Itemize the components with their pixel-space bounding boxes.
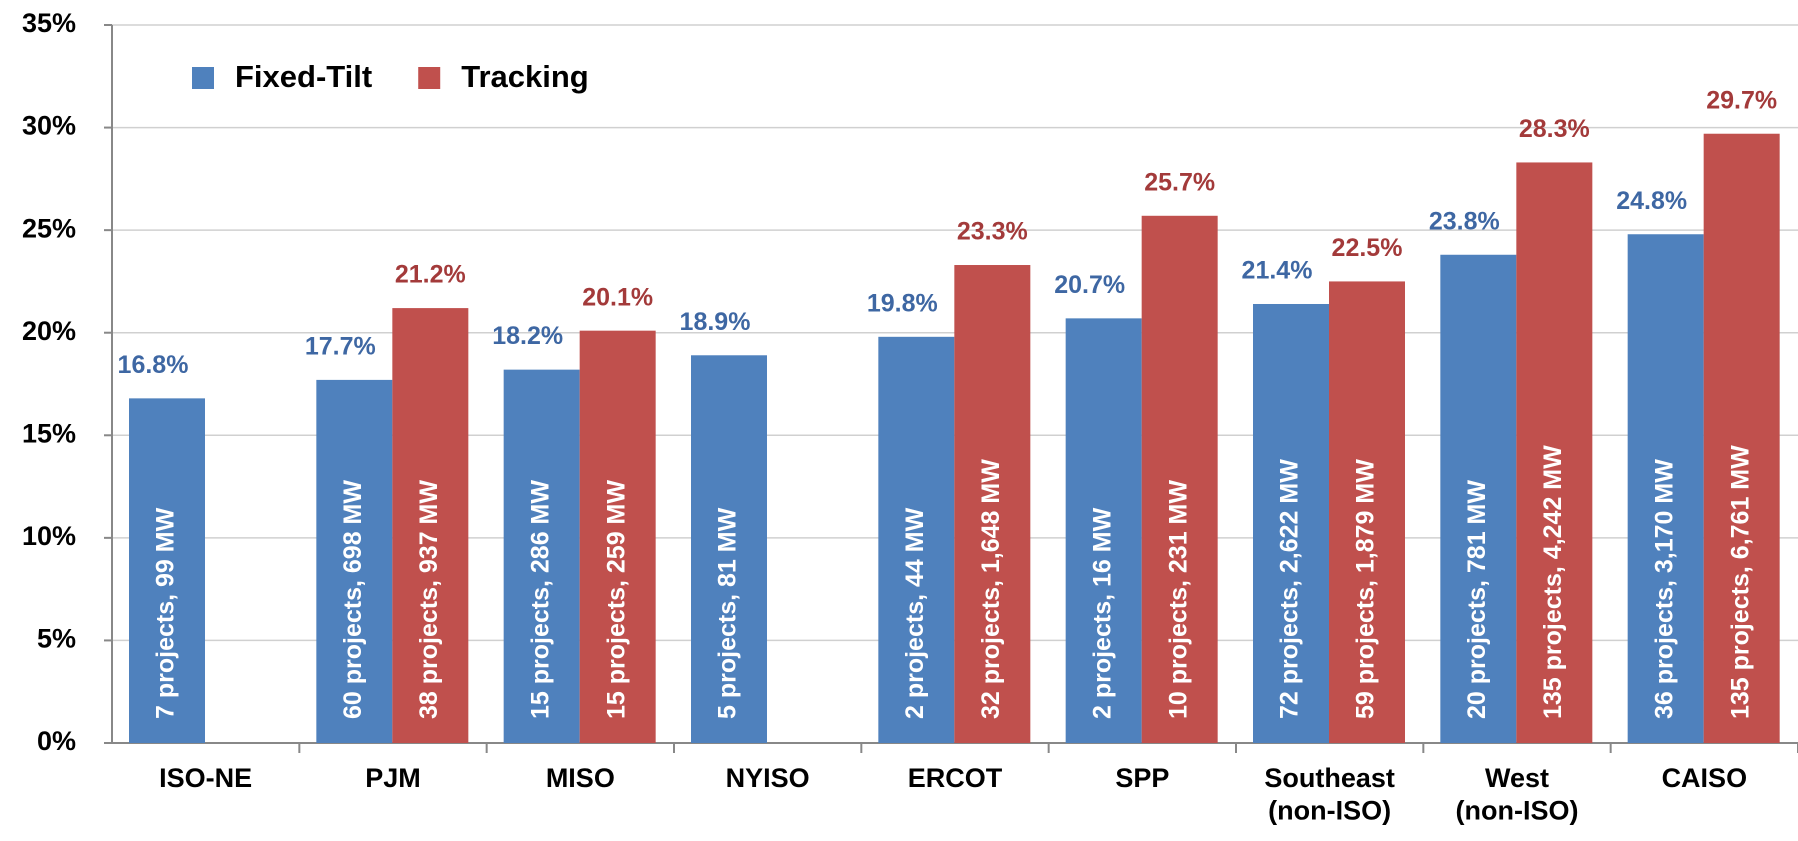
x-tick-label: CAISO	[1662, 763, 1748, 793]
value-label: 18.9%	[680, 308, 751, 336]
x-tick-label: ISO-NE	[159, 763, 252, 793]
bar	[392, 308, 469, 743]
bar-annotation: 2 projects, 44 MW	[901, 507, 929, 719]
value-label: 28.3%	[1519, 115, 1590, 143]
y-tick-label: 35%	[22, 8, 76, 38]
value-label: 29.7%	[1706, 86, 1777, 114]
y-tick-label: 10%	[22, 521, 76, 551]
bar-annotation: 32 projects, 1,648 MW	[977, 459, 1005, 719]
bar-annotation: 36 projects, 3,170 MW	[1650, 459, 1678, 719]
legend-label: Fixed-Tilt	[235, 59, 372, 94]
y-tick-label: 15%	[22, 418, 76, 448]
x-tick-label: ERCOT	[908, 763, 1003, 793]
bar-annotation: 5 projects, 81 MW	[714, 507, 742, 719]
x-tick-label: West (non-ISO)	[1456, 763, 1579, 825]
value-label: 20.7%	[1054, 271, 1125, 299]
value-label: 17.7%	[305, 333, 376, 361]
bar	[579, 330, 656, 743]
bar-annotation: 2 projects, 16 MW	[1088, 507, 1116, 719]
bar	[1516, 162, 1593, 744]
bar-annotation: 135 projects, 4,242 MW	[1539, 445, 1567, 719]
bar	[1703, 133, 1780, 743]
bar	[1440, 254, 1517, 743]
bar	[1065, 318, 1142, 743]
value-label: 19.8%	[867, 289, 938, 317]
value-label: 20.1%	[582, 283, 653, 311]
bar-annotation: 72 projects, 2,622 MW	[1276, 459, 1304, 719]
legend-swatch	[418, 67, 441, 89]
x-tick-label: Southeast (non-ISO)	[1264, 763, 1395, 825]
x-tick-label: SPP	[1115, 763, 1169, 793]
bar-annotation: 15 projects, 259 MW	[602, 480, 630, 719]
bar	[503, 369, 580, 743]
bar	[129, 398, 205, 743]
bar	[691, 355, 767, 743]
bar-annotation: 38 projects, 937 MW	[415, 480, 443, 719]
value-label: 18.2%	[492, 322, 563, 350]
bar	[954, 265, 1031, 743]
value-label: 21.2%	[395, 261, 466, 289]
bar-annotation: 20 projects, 781 MW	[1463, 480, 1491, 719]
y-tick-label: 25%	[22, 213, 76, 243]
y-tick-label: 0%	[37, 726, 76, 756]
value-label: 24.8%	[1616, 187, 1687, 215]
bar	[878, 336, 955, 743]
y-tick-label: 20%	[22, 316, 76, 346]
bar-annotation: 15 projects, 286 MW	[526, 480, 554, 719]
x-tick-label: MISO	[546, 763, 615, 793]
bar	[316, 379, 393, 743]
bar	[1253, 303, 1329, 743]
legend-label: Tracking	[461, 59, 589, 94]
bar	[1141, 215, 1218, 744]
value-label: 21.4%	[1242, 257, 1313, 285]
bar	[1627, 234, 1704, 743]
bar-annotation: 10 projects, 231 MW	[1164, 480, 1192, 719]
value-label: 23.8%	[1429, 207, 1500, 235]
bar-annotation: 7 projects, 99 MW	[152, 507, 180, 719]
x-tick-label: PJM	[365, 763, 421, 793]
y-tick-label: 30%	[22, 111, 76, 141]
value-label: 23.3%	[957, 218, 1028, 246]
bar	[1329, 281, 1405, 743]
legend-swatch	[192, 67, 214, 89]
value-label: 16.8%	[118, 351, 189, 379]
bar-annotation: 135 projects, 6,761 MW	[1726, 445, 1754, 719]
value-label: 22.5%	[1332, 234, 1403, 262]
bar-annotation: 60 projects, 698 MW	[339, 480, 367, 719]
bar-annotation: 59 projects, 1,879 MW	[1352, 459, 1380, 719]
value-label: 25.7%	[1144, 168, 1215, 196]
x-tick-label: NYISO	[726, 763, 810, 793]
y-tick-label: 5%	[37, 624, 76, 654]
